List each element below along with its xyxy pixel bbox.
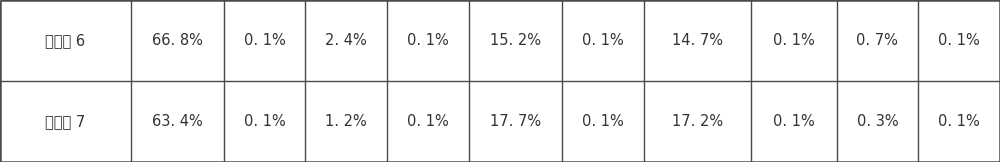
Text: 0. 1%: 0. 1% [244, 33, 285, 48]
Text: 63. 4%: 63. 4% [152, 114, 202, 129]
Text: 0. 1%: 0. 1% [582, 33, 624, 48]
Text: 0. 7%: 0. 7% [856, 33, 898, 48]
Text: 66. 8%: 66. 8% [152, 33, 203, 48]
Text: 0. 1%: 0. 1% [938, 114, 980, 129]
Text: 15. 2%: 15. 2% [490, 33, 541, 48]
Text: 14. 7%: 14. 7% [672, 33, 723, 48]
Text: 实施例 6: 实施例 6 [45, 33, 85, 48]
Text: 0. 1%: 0. 1% [773, 33, 815, 48]
Text: 1. 2%: 1. 2% [325, 114, 367, 129]
Text: 实施例 7: 实施例 7 [45, 114, 85, 129]
Text: 0. 1%: 0. 1% [938, 33, 980, 48]
Text: 17. 7%: 17. 7% [490, 114, 541, 129]
Text: 17. 2%: 17. 2% [672, 114, 723, 129]
Text: 0. 1%: 0. 1% [773, 114, 815, 129]
Text: 0. 1%: 0. 1% [407, 114, 449, 129]
Text: 0. 1%: 0. 1% [582, 114, 624, 129]
Text: 0. 1%: 0. 1% [244, 114, 285, 129]
Text: 0. 1%: 0. 1% [407, 33, 449, 48]
Text: 2. 4%: 2. 4% [325, 33, 367, 48]
Text: 0. 3%: 0. 3% [857, 114, 898, 129]
